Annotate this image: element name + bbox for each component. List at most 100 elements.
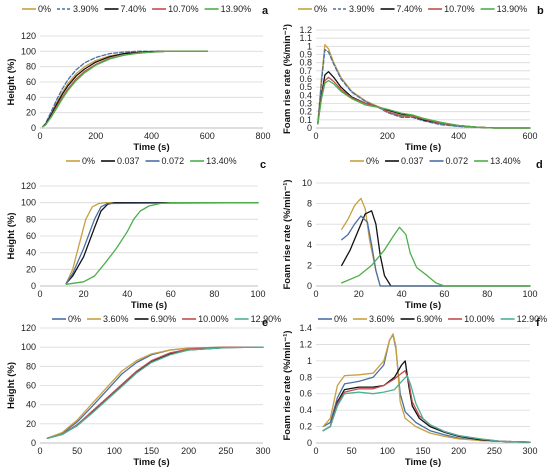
y-tick-label: 0 xyxy=(31,438,36,448)
x-tick-label: 300 xyxy=(522,446,537,456)
y-tick-label: 0 xyxy=(307,281,312,291)
y-tick-label: 60 xyxy=(26,231,36,241)
y-tick-label: 0.3 xyxy=(299,99,312,109)
legend-entry: 0% xyxy=(38,4,51,14)
x-tick-label: 150 xyxy=(415,446,430,456)
y-tick-label: 80 xyxy=(26,361,36,371)
y-tick-label: 100 xyxy=(21,198,36,208)
y-tick-label: 20 xyxy=(26,108,36,118)
panel-b: 00.10.20.30.40.50.60.70.80.911.11.2 0 200 4… xyxy=(282,4,544,153)
legend-entry: 10.00% xyxy=(464,314,495,324)
series-line-d-3 xyxy=(341,226,531,287)
series-line-c-3 xyxy=(65,202,259,285)
y-axis-label: Height (%) xyxy=(6,59,17,106)
series-line-c-0 xyxy=(65,202,259,285)
panel-letter: f xyxy=(536,317,540,329)
y-tick-label: 0.7 xyxy=(299,66,312,76)
x-tick-label: 200 xyxy=(181,446,196,456)
x-tick-label: 80 xyxy=(482,289,492,299)
legend-e: 0% 3.60% 6.90% 10.00% 12.90% xyxy=(52,314,281,324)
panel-f: 0 0.2 0.4 0.6 0.8 1 1.2 1.4 0 50 100 150 200 250 300 Ti… xyxy=(282,314,547,468)
y-tick-label: 0.6 xyxy=(299,74,312,84)
series-line-e-3 xyxy=(46,346,264,439)
x-tick-label: 100 xyxy=(107,446,122,456)
y-tick-label: 0.8 xyxy=(299,372,312,382)
legend-entry: 6.90% xyxy=(151,314,177,324)
x-tick-label: 0 xyxy=(37,289,42,299)
x-tick-label: 50 xyxy=(347,446,357,456)
y-tick-label: 1.4 xyxy=(299,323,312,333)
legend-entry: 10.70% xyxy=(444,4,475,14)
x-tick-label: 80 xyxy=(209,289,219,299)
legend-entry: 3.60% xyxy=(103,314,129,324)
series-line-c-2 xyxy=(65,202,259,285)
y-tick-label: 20 xyxy=(26,419,36,429)
x-axis-label: Time (s) xyxy=(405,142,441,153)
legend-entry: 0.037 xyxy=(401,156,424,166)
legend-entry: 12.90% xyxy=(251,314,282,324)
x-tick-label: 0 xyxy=(313,446,318,456)
panel-letter: e xyxy=(262,317,268,329)
y-tick-label: 40 xyxy=(26,400,36,410)
series-line-e-4 xyxy=(46,346,264,439)
y-tick-label: 120 xyxy=(21,31,36,41)
y-tick-label: 10 xyxy=(302,178,312,188)
panel-letter: b xyxy=(537,5,544,17)
legend-entry: 7.40% xyxy=(121,4,147,14)
y-axis-label: Foam rise rate (%/min⁻¹) xyxy=(282,330,293,440)
legend-entry: 13.40% xyxy=(206,156,237,166)
x-tick-label: 0 xyxy=(37,131,42,141)
legend-entry: 0.072 xyxy=(446,156,469,166)
legend-entry: 0% xyxy=(82,156,95,166)
y-tick-label: 2 xyxy=(307,260,312,270)
y-tick-label: 6 xyxy=(307,219,312,229)
legend-a: 0% 3.90% 7.40% 10.70% 13.90% xyxy=(22,4,251,14)
y-tick-label: 0.4 xyxy=(299,405,312,415)
x-tick-label: 600 xyxy=(522,131,537,141)
y-tick-label: 0 xyxy=(307,123,312,133)
y-tick-label: 1.2 xyxy=(299,25,312,35)
x-tick-label: 250 xyxy=(487,446,502,456)
series-line-d-2 xyxy=(341,215,531,287)
x-tick-label: 0 xyxy=(313,289,318,299)
legend-entry: 12.90% xyxy=(517,314,548,324)
x-tick-label: 400 xyxy=(144,131,159,141)
y-tick-label: 8 xyxy=(307,199,312,209)
y-tick-label: 1 xyxy=(307,356,312,366)
panel-a: 0 20 40 60 80 100 120 0 200 400 600 800 Time (s) Heig… xyxy=(6,4,271,153)
x-tick-label: 200 xyxy=(451,446,466,456)
legend-entry: 3.90% xyxy=(73,4,99,14)
x-tick-label: 300 xyxy=(255,446,270,456)
y-tick-label: 0.1 xyxy=(299,115,312,125)
legend-d: 0% 0.037 0.072 13.40% xyxy=(350,156,521,166)
x-tick-label: 20 xyxy=(354,289,364,299)
x-tick-label: 40 xyxy=(397,289,407,299)
x-axis-label: Time (s) xyxy=(133,457,169,468)
legend-b: 0% 3.90% 7.40% 10.70% 13.90% xyxy=(298,4,527,14)
x-tick-label: 0 xyxy=(37,446,42,456)
panel-letter: d xyxy=(536,159,543,171)
y-tick-label: 0 xyxy=(31,123,36,133)
legend-entry: 13.90% xyxy=(497,4,528,14)
y-axis-label: Height (%) xyxy=(6,213,17,260)
panel-letter: a xyxy=(262,5,269,17)
series-line-f-4 xyxy=(322,374,531,443)
legend-entry: 0% xyxy=(334,314,347,324)
x-tick-label: 60 xyxy=(166,289,176,299)
y-tick-label: 80 xyxy=(26,214,36,224)
y-tick-label: 40 xyxy=(26,92,36,102)
x-tick-label: 40 xyxy=(122,289,132,299)
legend-f: 0% 3.60% 6.90% 10.00% 12.90% xyxy=(318,314,547,324)
y-tick-label: 100 xyxy=(21,342,36,352)
x-tick-label: 20 xyxy=(79,289,89,299)
y-tick-label: 0 xyxy=(307,438,312,448)
panel-e: 0 20 40 60 80 100 120 0 50 100 150 200 250 300 Time (s… xyxy=(6,314,281,468)
y-tick-label: 0.9 xyxy=(299,50,312,60)
x-tick-label: 60 xyxy=(439,289,449,299)
x-axis-label: Time (s) xyxy=(133,142,169,153)
y-tick-label: 0.2 xyxy=(299,107,312,117)
legend-entry: 10.00% xyxy=(198,314,229,324)
series-line-f-1 xyxy=(322,333,531,443)
legend-entry: 0.072 xyxy=(162,156,185,166)
